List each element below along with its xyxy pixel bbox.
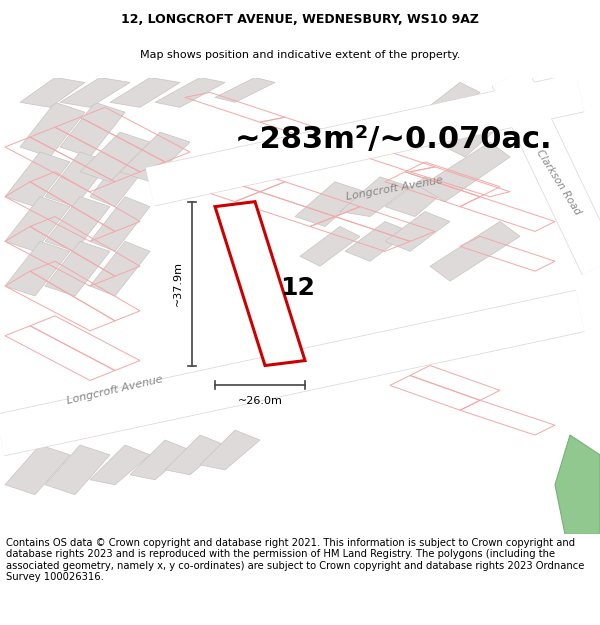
Text: Longcroft Avenue: Longcroft Avenue <box>346 175 445 203</box>
Polygon shape <box>555 435 600 534</box>
Polygon shape <box>340 177 410 216</box>
Text: Contains OS data © Crown copyright and database right 2021. This information is : Contains OS data © Crown copyright and d… <box>6 538 584 582</box>
Polygon shape <box>90 197 150 251</box>
Polygon shape <box>420 142 510 202</box>
Polygon shape <box>200 430 260 470</box>
Text: ~283m²/~0.070ac.: ~283m²/~0.070ac. <box>235 124 553 154</box>
Polygon shape <box>165 435 225 475</box>
Text: 12, LONGCROFT AVENUE, WEDNESBURY, WS10 9AZ: 12, LONGCROFT AVENUE, WEDNESBURY, WS10 9… <box>121 12 479 26</box>
Polygon shape <box>45 445 110 494</box>
Polygon shape <box>20 78 85 108</box>
Polygon shape <box>5 197 70 251</box>
Polygon shape <box>130 440 190 480</box>
Polygon shape <box>80 132 150 182</box>
Polygon shape <box>295 182 365 226</box>
Polygon shape <box>385 177 450 216</box>
Text: ~37.9m: ~37.9m <box>173 261 183 306</box>
Polygon shape <box>60 78 130 108</box>
Polygon shape <box>90 445 150 485</box>
Text: Clarkson Road: Clarkson Road <box>534 148 582 216</box>
Polygon shape <box>60 102 125 157</box>
Polygon shape <box>90 241 150 296</box>
Polygon shape <box>20 102 85 157</box>
Text: ~26.0m: ~26.0m <box>238 396 283 406</box>
Polygon shape <box>155 78 225 108</box>
Polygon shape <box>5 445 70 494</box>
Text: 12: 12 <box>281 276 316 300</box>
Polygon shape <box>430 221 520 281</box>
Polygon shape <box>385 212 450 251</box>
Polygon shape <box>45 197 110 251</box>
Polygon shape <box>45 152 110 207</box>
Polygon shape <box>90 152 150 207</box>
Polygon shape <box>110 78 180 108</box>
Polygon shape <box>5 241 70 296</box>
Polygon shape <box>445 107 510 157</box>
Polygon shape <box>45 241 110 296</box>
Polygon shape <box>345 221 410 261</box>
Polygon shape <box>5 152 70 207</box>
Text: Map shows position and indicative extent of the property.: Map shows position and indicative extent… <box>140 50 460 60</box>
Polygon shape <box>300 226 360 266</box>
Polygon shape <box>120 132 190 182</box>
Text: Longcroft Avenue: Longcroft Avenue <box>66 374 164 406</box>
Polygon shape <box>215 78 275 102</box>
Polygon shape <box>415 82 480 127</box>
Polygon shape <box>215 202 305 366</box>
